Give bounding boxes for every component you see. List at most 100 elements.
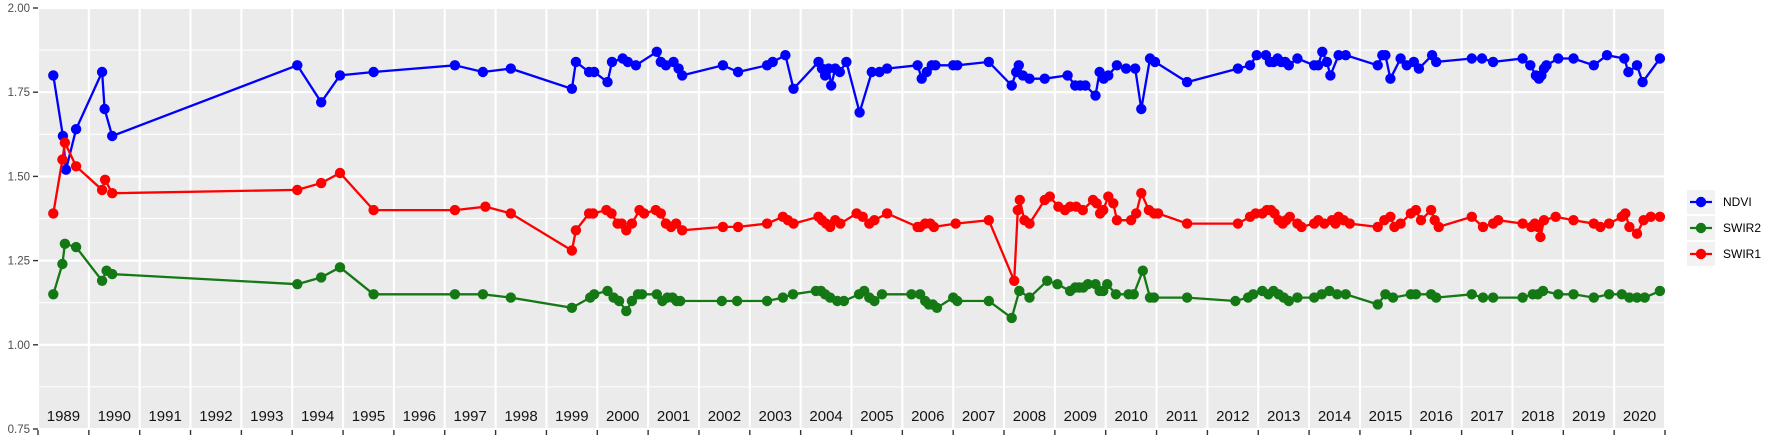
x-year-label: 2019 — [1572, 408, 1605, 425]
x-year-label: 2003 — [759, 408, 792, 425]
x-year-label: 2012 — [1216, 408, 1249, 425]
x-year-label: 2007 — [962, 408, 995, 425]
ndvi-point — [1476, 53, 1488, 64]
swir2-point — [716, 295, 727, 307]
swir1-point — [1152, 208, 1164, 219]
swir1-point — [1044, 191, 1056, 202]
ndvi-point — [1120, 63, 1132, 74]
x-year-label: 2009 — [1064, 408, 1097, 425]
ndvi-point — [1325, 70, 1336, 81]
swir2-point — [1230, 295, 1241, 307]
ndvi-point — [1130, 63, 1141, 74]
ndvi-point — [1601, 50, 1613, 61]
x-year-label: 1991 — [148, 408, 181, 425]
swir1-point — [1568, 215, 1579, 226]
ndvi-point — [952, 60, 963, 71]
x-year-label: 2006 — [911, 408, 944, 425]
swir1-point — [1415, 215, 1427, 226]
ndvi-legend-label: NDVI — [1723, 194, 1752, 209]
swir2-legend-key-icon — [1687, 215, 1715, 240]
x-axis-labels: 1989 1990 1991 1992 1993 1994 1995 1996 1997 1998… — [47, 408, 1657, 425]
ndvi-point — [1553, 53, 1564, 64]
swir1-point — [677, 225, 688, 236]
y-tick-label: 1.50 — [8, 171, 30, 183]
swir1-point — [480, 201, 491, 212]
ndvi-point — [780, 50, 791, 61]
swir2-point — [1014, 285, 1025, 297]
ndvi-point — [449, 60, 461, 71]
swir2-point — [602, 285, 613, 297]
gridlines — [36, 6, 1667, 431]
ndvi-point — [1062, 70, 1073, 81]
x-year-label: 2000 — [606, 408, 639, 425]
legend-item-swir1: SWIR1 — [1687, 241, 1761, 266]
swir1-point — [566, 245, 578, 256]
swir1-point — [1535, 231, 1546, 243]
x-year-label: 2005 — [860, 408, 893, 425]
ndvi-point — [1372, 60, 1383, 71]
swir1-point — [1654, 211, 1666, 222]
swir1-point — [59, 137, 71, 148]
x-year-label: 2017 — [1470, 408, 1503, 425]
swir2-point — [107, 268, 118, 280]
swir1-point — [1296, 221, 1307, 233]
ndvi-point — [1380, 50, 1391, 61]
swir1-point — [1098, 204, 1109, 216]
swir1-point — [107, 188, 118, 199]
ndvi-point — [1244, 60, 1256, 71]
ndvi-point — [983, 56, 994, 68]
swir1-point — [1395, 218, 1406, 229]
x-year-label: 1994 — [301, 408, 334, 425]
ndvi-point — [1385, 73, 1396, 84]
swir2-key-glyph — [1690, 222, 1712, 233]
swir1-point — [983, 215, 994, 226]
swir1-point — [1532, 221, 1544, 233]
swir1-point — [505, 208, 516, 219]
swir1-point — [1477, 221, 1489, 233]
x-year-label: 1990 — [98, 408, 131, 425]
swir2-point — [1387, 292, 1399, 303]
ndvi-point — [1487, 56, 1499, 68]
swir2-point — [1553, 289, 1564, 300]
swir2-point — [1024, 292, 1035, 303]
ndvi-point — [368, 66, 379, 78]
swir2-point — [787, 289, 799, 300]
ndvi-point — [1136, 103, 1147, 115]
ndvi-series — [48, 46, 1666, 175]
swir2-point — [1517, 292, 1528, 303]
ndvi-point — [767, 56, 778, 68]
ndvi-point — [651, 46, 662, 57]
swir2-point — [1431, 292, 1442, 303]
swir1-point — [368, 204, 379, 216]
x-year-label: 1997 — [453, 408, 486, 425]
swir2-point — [1137, 265, 1149, 276]
ndvi-point — [854, 107, 865, 118]
ndvi-point — [1623, 66, 1634, 78]
ndvi-point — [1006, 80, 1017, 91]
swir1-point — [316, 177, 327, 189]
ndvi-point — [1090, 90, 1101, 101]
swir2-point — [952, 295, 963, 307]
swir1-point — [57, 154, 68, 165]
swir2-point — [1372, 299, 1383, 310]
ndvi-point — [292, 60, 303, 71]
ndvi-point — [1517, 53, 1528, 64]
swir1-point — [1631, 228, 1643, 239]
swir1-point — [1344, 218, 1356, 229]
ndvi-point — [930, 60, 941, 71]
y-tick-label: 1.75 — [8, 87, 30, 99]
ndvi-point — [1619, 53, 1630, 64]
swir2-point — [566, 302, 578, 313]
ndvi-point — [1568, 53, 1579, 64]
ndvi-point — [1313, 60, 1324, 71]
x-year-label: 2001 — [657, 408, 690, 425]
ndvi-point — [566, 83, 578, 95]
ndvi-point — [1039, 73, 1050, 84]
swir2-point — [931, 302, 943, 313]
swir1-point — [1111, 215, 1123, 226]
swir2-point — [1624, 292, 1635, 303]
swir1-point — [1466, 211, 1478, 222]
swir2-point — [1631, 292, 1643, 303]
swir2-point — [621, 305, 632, 317]
swir1-point — [626, 218, 638, 229]
